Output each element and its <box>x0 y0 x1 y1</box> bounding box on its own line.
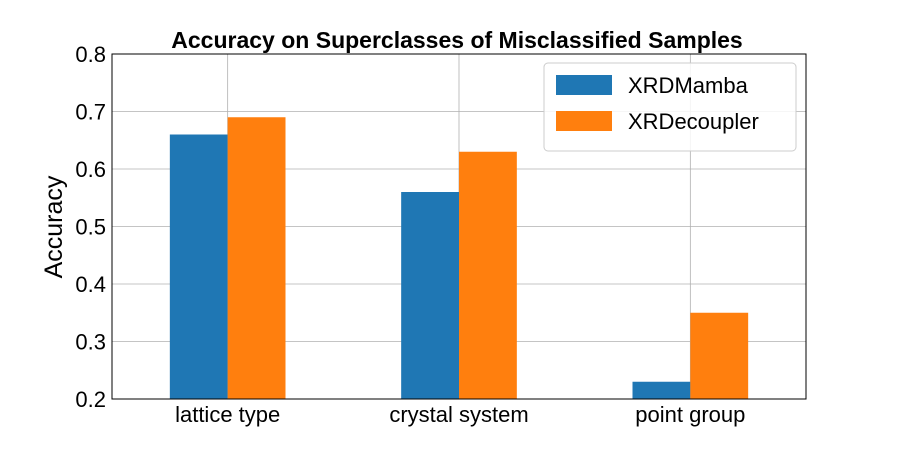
x-tick-label: crystal system <box>389 402 528 427</box>
plot-frame <box>111 53 807 400</box>
bar-xrdecoupler-1 <box>459 151 517 399</box>
y-tick-labels: 0.2 0.3 0.4 0.5 0.6 0.7 0.8 <box>75 42 106 412</box>
bar-xrdmamba-0 <box>169 134 228 399</box>
y-tick-label: 0.3 <box>75 330 106 355</box>
chart-title: Accuracy on Superclasses of Misclassifie… <box>171 27 742 53</box>
y-tick-label: 0.8 <box>75 42 106 67</box>
bar-xrdmamba-2 <box>632 381 691 399</box>
x-tick-labels: lattice type crystal system point group <box>175 402 745 427</box>
y-tick-label: 0.7 <box>75 100 106 125</box>
bars <box>169 117 749 399</box>
legend: XRDMamba XRDecoupler <box>543 62 797 152</box>
y-tick-label: 0.2 <box>75 387 106 412</box>
bar-xrdmamba-1 <box>401 192 459 399</box>
bar-xrdecoupler-0 <box>227 117 286 399</box>
bar-xrdecoupler-2 <box>690 312 749 399</box>
y-axis-label: Accuracy <box>40 175 68 278</box>
legend-label-xrdmamba: XRDMamba <box>628 73 749 98</box>
legend-swatch-xrdecoupler <box>556 111 612 131</box>
y-tick-label: 0.6 <box>75 157 106 182</box>
y-tick-label: 0.5 <box>75 215 106 240</box>
legend-label-xrdecoupler: XRDecoupler <box>628 109 759 134</box>
legend-swatch-xrdmamba <box>556 75 612 95</box>
x-tick-label: lattice type <box>175 402 280 427</box>
x-tick-label: point group <box>635 402 745 427</box>
y-tick-label: 0.4 <box>75 272 106 297</box>
